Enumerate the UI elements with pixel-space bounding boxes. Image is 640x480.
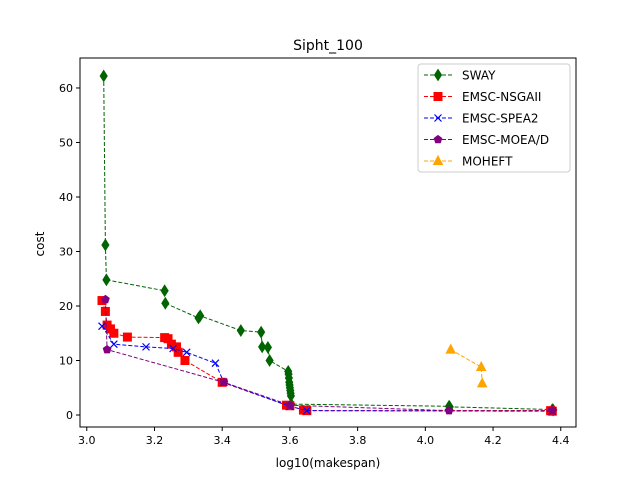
y-tick-label: 0: [66, 409, 73, 422]
data-point: [142, 342, 150, 351]
data-point: [475, 360, 487, 372]
data-point: [99, 69, 108, 83]
data-point: [169, 344, 178, 353]
x-tick-label: 4.4: [552, 434, 570, 447]
x-tick-label: 3.0: [78, 434, 96, 447]
y-tick-label: 20: [59, 300, 73, 313]
legend: SWAY EMSC-NSGAII EMSC-SPEA2 EMSC-MOEA/D MOHE…: [417, 63, 571, 173]
data-point: [257, 325, 266, 339]
legend-marker: [433, 134, 443, 144]
legend-entry: EMSC-SPEA2: [424, 112, 539, 126]
legend-marker: [434, 114, 442, 122]
axes: 3.0 3.2 3.4 3.6 3.8 4.0 4.2 4.4 0 10 20 30 40 50 60: [59, 57, 577, 447]
series-line-2: [101, 325, 553, 412]
x-tick-label: 3.4: [213, 434, 231, 447]
data-point: [265, 354, 274, 367]
y-tick-label: 40: [59, 191, 73, 204]
series-line-4: [450, 349, 483, 384]
legend-marker: [433, 68, 443, 82]
series-1: [97, 296, 557, 416]
plot-area: [97, 69, 558, 417]
data-point: [219, 377, 229, 387]
x-tick-label: 3.2: [146, 434, 164, 447]
y-tick-label: 30: [59, 245, 73, 258]
data-point: [182, 348, 191, 357]
data-point: [444, 406, 454, 415]
data-point: [476, 377, 488, 388]
x-tick-label: 3.8: [349, 434, 367, 447]
series-3: [101, 294, 557, 415]
data-point: [102, 344, 112, 354]
data-point: [285, 400, 295, 409]
x-tick-label: 4.0: [417, 434, 435, 447]
data-point: [196, 309, 205, 323]
data-point: [102, 273, 111, 287]
x-tick-label: 4.2: [484, 434, 502, 447]
y-tick-label: 10: [59, 355, 73, 368]
series-line-1: [101, 300, 553, 412]
plot-frame: [79, 57, 577, 428]
legend-entry: EMSC-MOEA/D: [424, 133, 549, 147]
data-point: [236, 324, 245, 337]
x-axis-label: log10(makespan): [276, 456, 381, 470]
legend-frame: [417, 63, 571, 173]
legend-marker: [432, 154, 444, 165]
legend-entry: EMSC-NSGAII: [424, 90, 541, 104]
data-point: [161, 296, 170, 310]
y-tick-label: 60: [59, 82, 73, 95]
data-point: [445, 343, 457, 354]
data-point: [547, 406, 557, 415]
series-4: [445, 343, 488, 388]
y-axis-label: cost: [33, 231, 47, 256]
data-point: [258, 340, 267, 354]
legend-entry: SWAY: [424, 69, 496, 83]
data-point: [180, 356, 190, 366]
data-point: [173, 347, 183, 357]
legend-label: EMSC-MOEA/D: [462, 133, 549, 147]
data-point: [211, 359, 220, 368]
data-point: [122, 332, 132, 342]
data-point: [263, 340, 272, 354]
legend-entry: MOHEFT: [424, 155, 513, 169]
data-point: [98, 322, 106, 331]
legend-marker: [433, 92, 443, 101]
data-point: [101, 238, 110, 252]
y-tick-label: 50: [59, 136, 73, 149]
data-point: [160, 284, 169, 298]
legend-label: EMSC-SPEA2: [462, 112, 539, 126]
series-line-3: [104, 299, 553, 412]
x-tick-label: 3.6: [281, 434, 299, 447]
legend-label: SWAY: [462, 69, 496, 83]
legend-label: MOHEFT: [462, 155, 513, 169]
legend-label: EMSC-NSGAII: [462, 90, 541, 104]
chart-title: Sipht_100: [293, 38, 363, 54]
data-point: [109, 328, 119, 338]
data-point: [302, 406, 311, 415]
data-point: [109, 340, 118, 349]
data-point: [101, 294, 110, 304]
